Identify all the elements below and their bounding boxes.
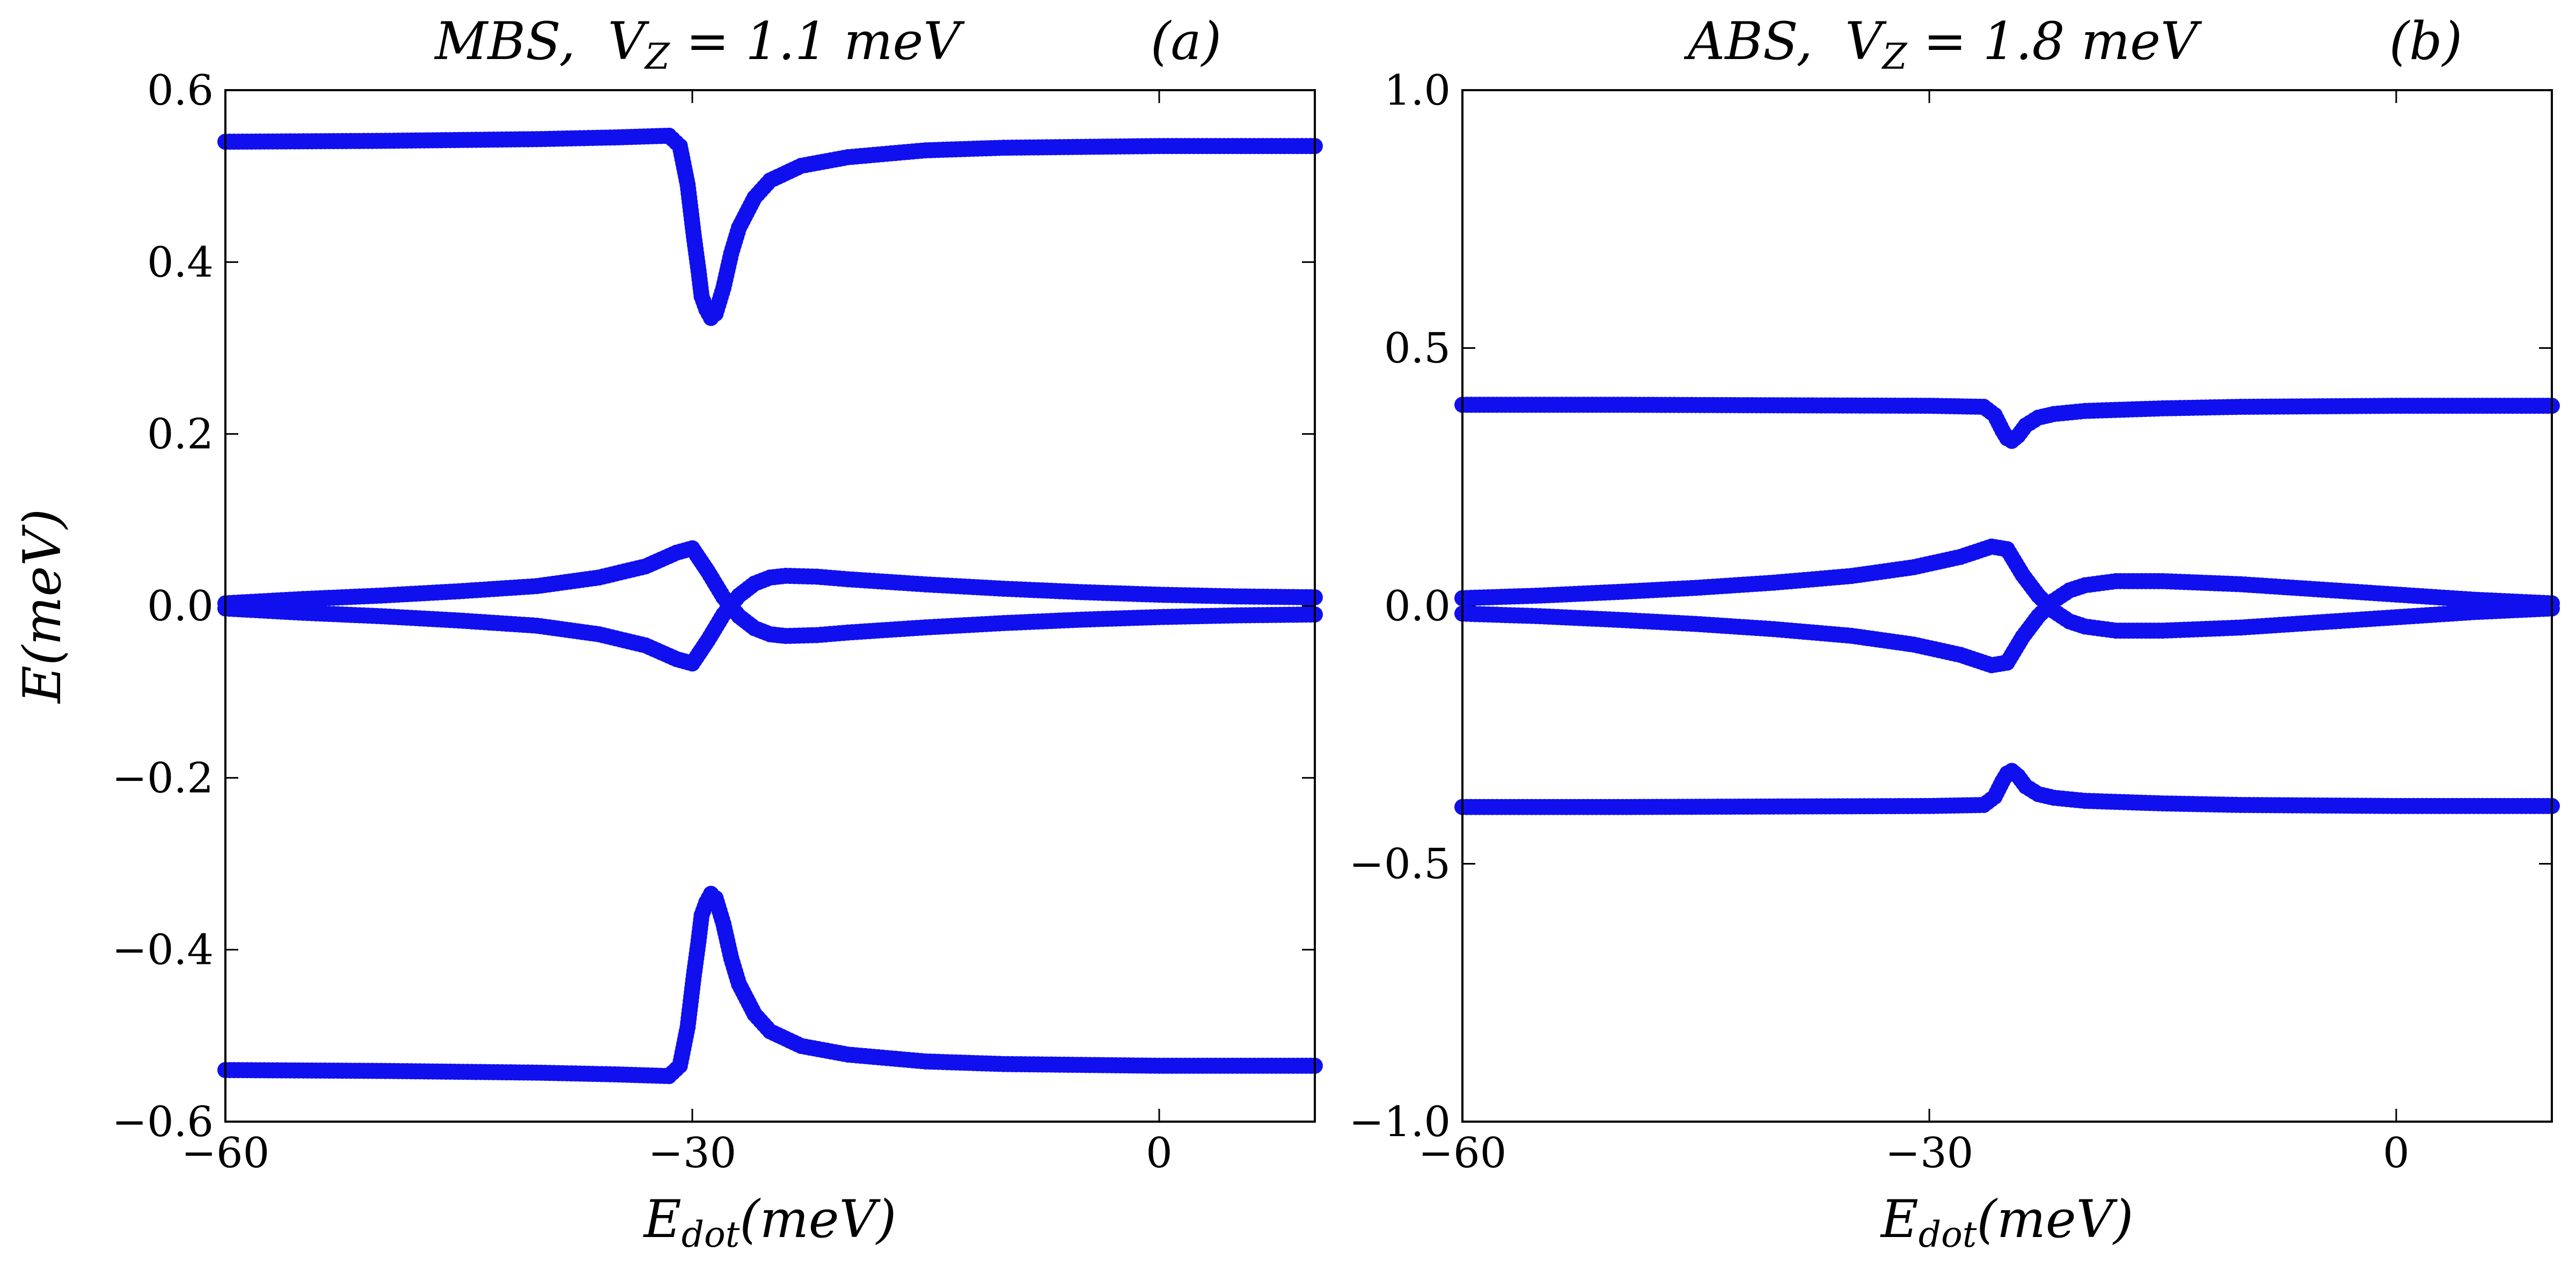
panel-a-y-axis-label: E(meV) <box>12 509 72 704</box>
panel-b-y-tick-label: 1.0 <box>1384 67 1451 115</box>
panel-a-y-tick-label: −0.2 <box>112 754 214 802</box>
panel-a-x-axis-label: Edot(meV) <box>643 1189 897 1255</box>
panel-b-y-tick-label: −1.0 <box>1349 1098 1451 1146</box>
panel-a-x-tick-label: −60 <box>181 1129 270 1177</box>
panel-b-title: ABS, VZ = 1.8 meV <box>1684 11 2202 77</box>
panel-a-title: MBS, VZ = 1.1 meV <box>434 11 965 77</box>
panel-b-ticks: −60 −30 0 −1.0 −0.5 0.0 0.5 1.0 <box>1349 67 2552 1177</box>
panel-b-x-tick-label: −30 <box>1885 1129 1974 1177</box>
panel-b-y-tick-label: 0.5 <box>1384 325 1451 373</box>
panel-a-markers <box>217 127 1323 1085</box>
panel-b-y-tick-label: 0.0 <box>1384 582 1451 631</box>
panel-a-x-tick-label: −30 <box>648 1129 737 1177</box>
panel-a-y-tick-label: −0.4 <box>112 926 214 975</box>
panel-a-label: (a) <box>1151 11 1221 71</box>
panel-a-plot-frame <box>224 89 1316 1123</box>
panel-a-y-tick-label: 0.4 <box>147 238 214 287</box>
panel-a-ticks: −60 −30 0 −0.6 −0.4 −0.2 0.0 0.2 0.4 0.6 <box>112 67 1315 1177</box>
panel-b-x-tick-label: −60 <box>1418 1129 1507 1177</box>
panel-a-y-tick-label: 0.6 <box>147 67 214 115</box>
panel-a: MBS, VZ = 1.1 meV (a) −60 −30 0 −0.6 −0.4 −0.… <box>12 11 1323 1255</box>
panel-b-markers <box>1454 397 2560 815</box>
panel-b-label: (b) <box>2389 11 2462 71</box>
panel-a-y-tick-label: −0.6 <box>112 1098 214 1146</box>
panel-b-x-axis-label: Edot(meV) <box>1880 1189 2134 1255</box>
panel-b-x-tick-label: 0 <box>2383 1129 2410 1177</box>
panel-b: ABS, VZ = 1.8 meV (b) −60 −30 0 −1.0 −0.5 0.0… <box>1349 11 2560 1255</box>
panel-b-y-tick-label: −0.5 <box>1349 840 1451 889</box>
panel-a-x-tick-label: 0 <box>1146 1129 1173 1177</box>
panel-a-y-tick-label: 0.2 <box>147 411 214 459</box>
panel-a-y-tick-label: 0.0 <box>147 582 214 631</box>
panel-b-plot-frame <box>1461 89 2553 1123</box>
